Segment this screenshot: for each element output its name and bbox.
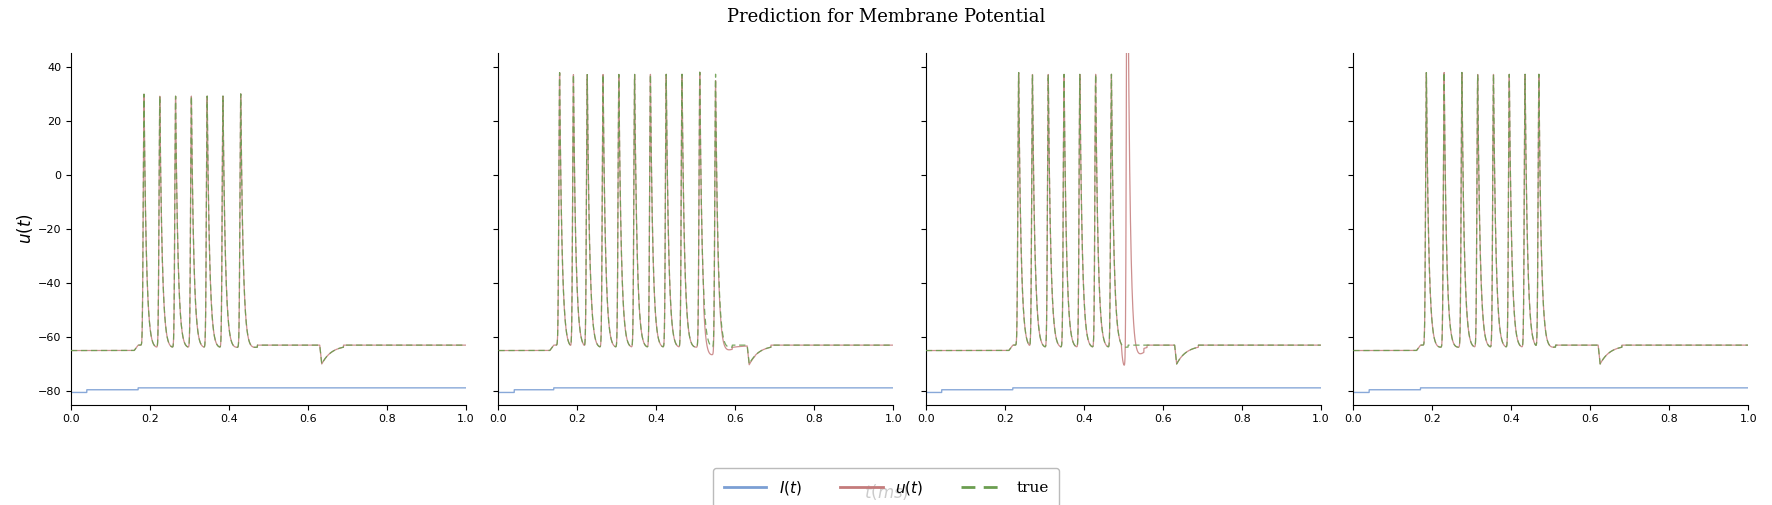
Legend: $I(t)$, $u(t)$, true: $I(t)$, $u(t)$, true [712,468,1060,505]
Y-axis label: $u(t)$: $u(t)$ [14,214,35,244]
Text: Prediction for Membrane Potential: Prediction for Membrane Potential [727,8,1045,26]
Text: $t(ms)$: $t(ms)$ [863,482,909,502]
